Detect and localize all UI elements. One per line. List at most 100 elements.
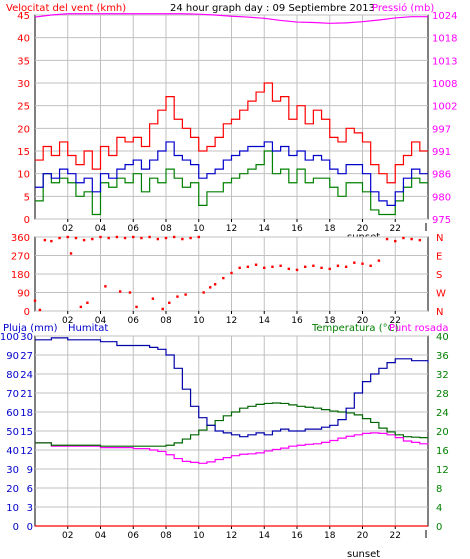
direction-point xyxy=(197,235,200,239)
direction-point xyxy=(164,236,168,240)
rain-ytick-label-0: 0 xyxy=(27,522,33,533)
temperature-series xyxy=(35,402,429,447)
wind-ytick-label-35: 35 xyxy=(17,56,30,67)
wind-ytick-label-5: 5 xyxy=(24,192,30,203)
humidity-xtick-label-14: 14 xyxy=(259,531,271,541)
temperature-ytick-label-0: 0 xyxy=(436,522,442,533)
direction-point xyxy=(336,264,340,267)
direction-point xyxy=(202,291,205,294)
wind-xtick-label-22: 22 xyxy=(390,224,401,234)
direction-point xyxy=(328,267,331,271)
wind-xtick-label-10: 10 xyxy=(193,224,205,234)
pressure-ytick-label-1018: 1018 xyxy=(432,34,457,45)
compass-label-2: S xyxy=(436,270,442,281)
compass-label-0: N xyxy=(436,233,443,244)
sunset-label-lower: sunset xyxy=(347,549,380,559)
temperature-axis-title: Temperatura (°C) xyxy=(311,323,399,334)
temperature-ytick-label-40: 40 xyxy=(436,332,449,343)
direction-ytick-label-360: 360 xyxy=(11,233,30,244)
direction-xtick-label-12: 12 xyxy=(226,316,237,326)
temperature-ytick-label-8: 8 xyxy=(436,484,442,495)
wind-ytick-label-15: 15 xyxy=(17,147,30,158)
humidity-ytick-label-50: 50 xyxy=(6,427,19,438)
wind-xtick-label-08: 08 xyxy=(160,224,172,234)
pressure-ytick-label-1002: 1002 xyxy=(432,102,457,113)
direction-xtick-label-22: 22 xyxy=(390,316,401,326)
direction-point xyxy=(369,264,372,267)
compass-label-1: E xyxy=(436,252,442,263)
pressure-ytick-label-975: 975 xyxy=(432,215,451,226)
rain-ytick-label-24: 24 xyxy=(20,370,33,381)
direction-point xyxy=(238,266,241,270)
direction-xtick-label-16: 16 xyxy=(291,316,303,326)
rain-ytick-label-27: 27 xyxy=(20,351,33,362)
direction-point xyxy=(320,266,323,270)
direction-point xyxy=(295,268,299,272)
direction-point xyxy=(148,235,151,239)
humidity-xtick-label-22: 22 xyxy=(390,531,401,541)
direction-xtick-label-02: 02 xyxy=(62,316,73,326)
humidity-ytick-label-10: 10 xyxy=(6,503,19,514)
direction-point xyxy=(209,286,212,289)
humidity-ytick-label-60: 60 xyxy=(6,408,19,419)
direction-point xyxy=(312,264,315,267)
humidity-xtick-label-08: 08 xyxy=(160,531,172,541)
wind-ytick-label-10: 10 xyxy=(17,170,30,181)
direction-xtick-label-18: 18 xyxy=(324,316,336,326)
dewpoint-series xyxy=(35,432,429,464)
rain-ytick-label-3: 3 xyxy=(27,503,33,514)
direction-point xyxy=(410,237,413,241)
direction-point xyxy=(69,252,73,255)
humidity-ytick-label-100: 100 xyxy=(0,332,19,343)
pressure-ytick-label-1024: 1024 xyxy=(432,11,457,22)
wind-xtick-label-20: 20 xyxy=(357,224,369,234)
direction-point xyxy=(222,276,225,280)
rain-ytick-label-15: 15 xyxy=(20,427,33,438)
pressure-ytick-label-1008: 1008 xyxy=(432,79,457,90)
humidity-ytick-label-30: 30 xyxy=(6,465,19,476)
wind-speed-axis-title: Velocitat del vent (kmh) xyxy=(6,3,126,14)
wind-ytick-label-45: 45 xyxy=(17,11,30,22)
temperature-ytick-label-32: 32 xyxy=(436,370,449,381)
wind-ytick-label-30: 30 xyxy=(17,79,30,90)
wind-ytick-label-0: 0 xyxy=(24,215,30,226)
direction-point xyxy=(43,238,47,242)
humidity-xtick-label-18: 18 xyxy=(324,531,336,541)
direction-xtick-label-10: 10 xyxy=(193,316,205,326)
direction-point xyxy=(213,283,217,286)
direction-point xyxy=(303,265,307,269)
dewpoint-axis-title: Punt rosada xyxy=(389,323,448,334)
temperature-ytick-label-36: 36 xyxy=(436,351,449,362)
direction-ytick-label-270: 270 xyxy=(11,252,30,263)
pressure-ytick-label-991: 991 xyxy=(432,147,451,158)
direction-point xyxy=(66,235,69,239)
direction-xtick-label-06: 06 xyxy=(128,316,140,326)
humidity-ytick-label-0: 0 xyxy=(13,522,19,533)
temperature-ytick-label-12: 12 xyxy=(436,465,449,476)
direction-point xyxy=(38,308,42,312)
direction-point xyxy=(377,259,381,262)
rain-ytick-label-21: 21 xyxy=(20,389,33,400)
direction-point xyxy=(135,305,138,309)
direction-point xyxy=(91,237,94,241)
humidity-xtick-label-04: 04 xyxy=(95,531,107,541)
humidity-axis-title: Humitat xyxy=(68,323,108,334)
humidity-xtick-label-12: 12 xyxy=(226,531,237,541)
direction-point xyxy=(123,236,127,240)
rain-axis-title: Pluja (mm) xyxy=(3,323,58,334)
direction-point xyxy=(353,261,356,264)
direction-point xyxy=(184,293,187,296)
wind-xtick-label-16: 16 xyxy=(291,224,303,234)
temperature-ytick-label-20: 20 xyxy=(436,427,449,438)
direction-point xyxy=(115,235,119,239)
humidity-ytick-label-90: 90 xyxy=(6,351,19,362)
wind-ytick-label-40: 40 xyxy=(17,34,30,45)
temperature-ytick-label-28: 28 xyxy=(436,389,449,400)
wind-xtick-label-06: 06 xyxy=(128,224,140,234)
direction-point xyxy=(58,236,61,240)
humidity-ytick-label-40: 40 xyxy=(6,446,19,457)
direction-xtick-label-08: 08 xyxy=(160,316,172,326)
pressure-ytick-label-1013: 1013 xyxy=(432,56,457,67)
rain-ytick-label-12: 12 xyxy=(20,446,33,457)
